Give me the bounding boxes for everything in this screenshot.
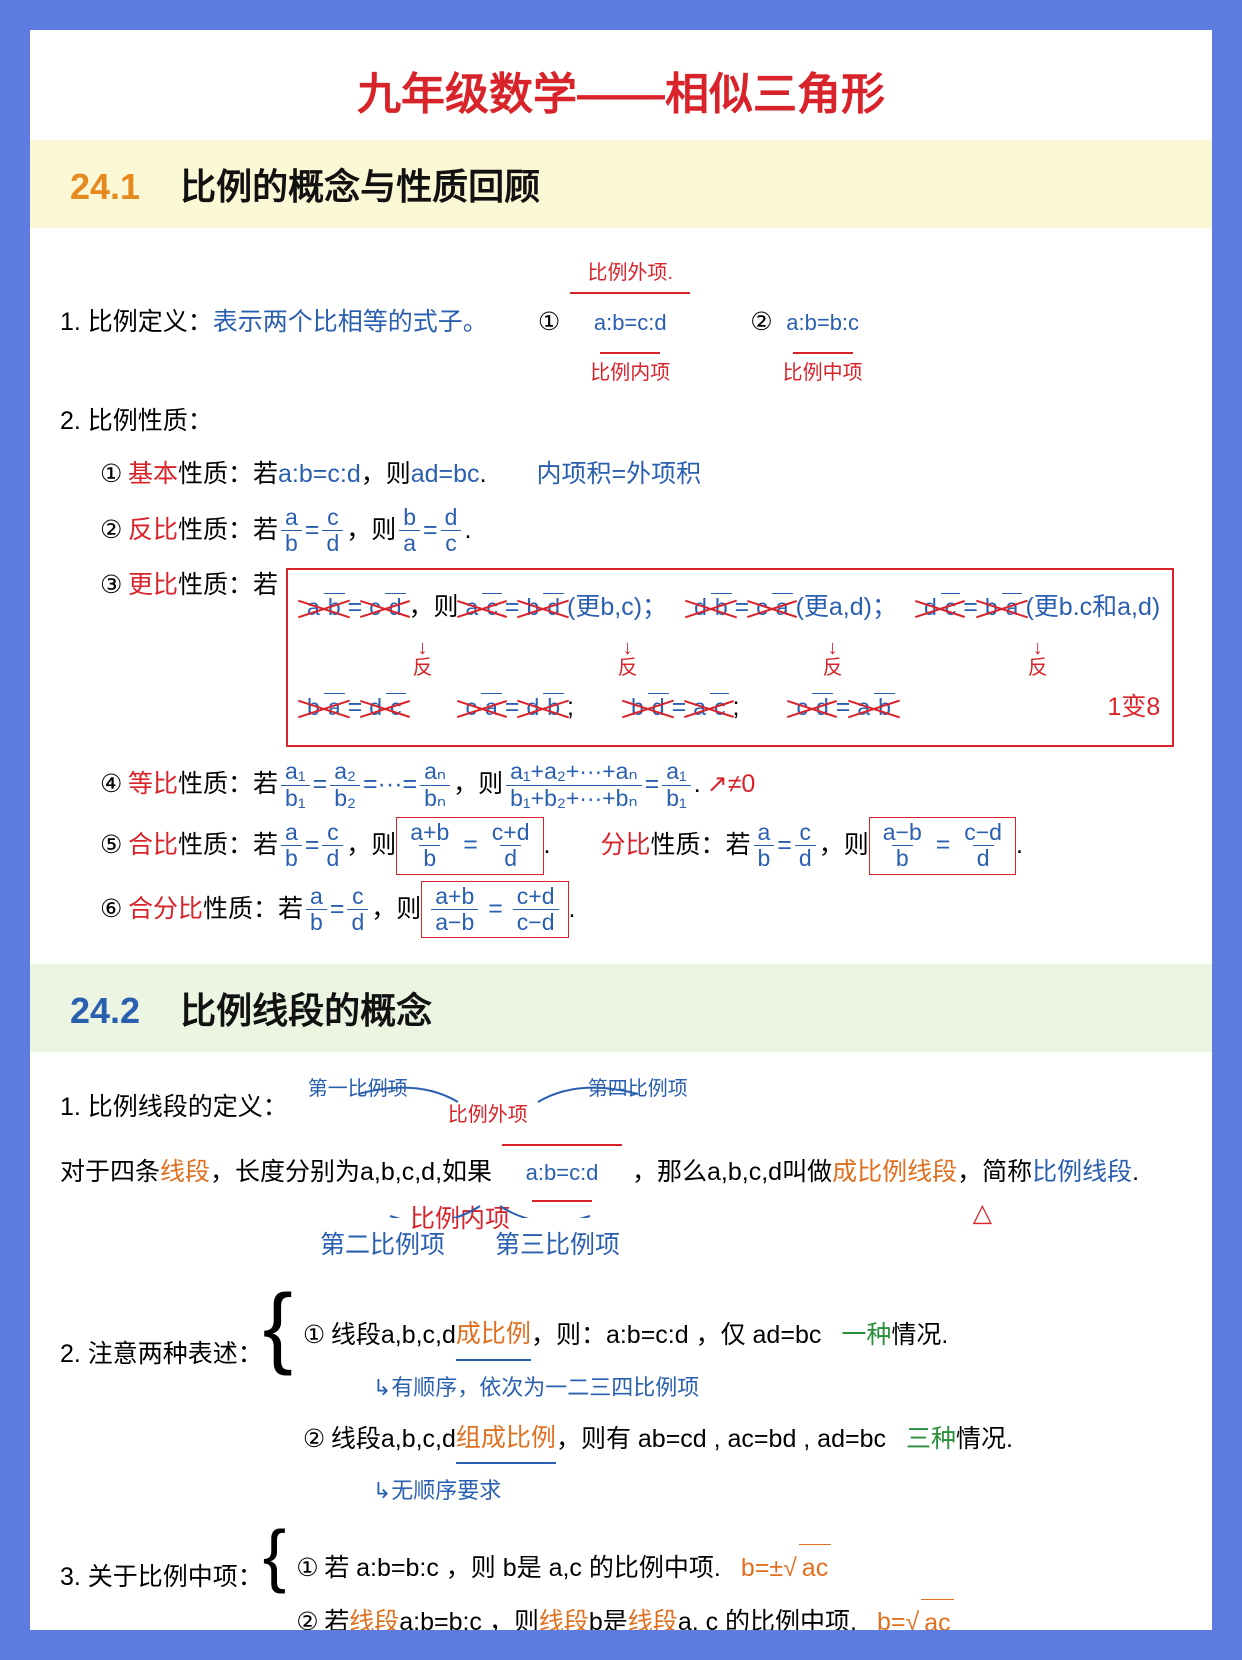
mean-proportional: 3. 关于比例中项： { ① 若 a:b=b:c ，则 b是 a,c 的比例中项… [60,1538,1182,1630]
prop-equal: ④ 等比 性质：若 a₁b₁ = a₂b₂ =···= aₙbₙ ，则 a₁+a… [60,759,1182,811]
brace-icon: { [263,1305,293,1350]
definition-row: 1. 比例定义： 表示两个比相等的式子。 ① 比例外项. a:b=c:d 比例内… [60,254,1182,392]
one-to-eight: 1变8 [1107,684,1160,732]
section-title: 比例的概念与性质回顾 [180,166,540,207]
two-expressions: 2. 注意两种表述： { ① 线段a,b,c,d 成比例 ，则：a:b=c:d … [60,1305,1182,1518]
alternate-box: ab = cd ，则 ac = bd (更b,c)； db = ca (更a,d… [286,568,1174,747]
section-number: 24.1 [70,166,140,207]
inner-term-label: 比例内项 [590,354,670,392]
brace-icon: { [263,1538,286,1573]
prop-alternate-lead: ③ 更比 性质：若 ab = cd ，则 ac = bd (更b,c)； db … [60,562,1182,753]
def-text: 表示两个比相等的式子。 [213,299,488,347]
section-header-24-1: 24.1 比例的概念与性质回顾 [30,140,1212,228]
eq1-annotated: 比例外项. a:b=c:d 比例内项 [570,254,690,392]
prop-basic: ① 基本 性质：若 a:b=c:d ，则 ad=bc . 内项积=外项积 [60,451,1182,499]
page-title: 九年级数学——相似三角形 [30,30,1212,140]
def-lead: 1. 比例定义： [60,299,213,347]
outer-term-label: 比例外项. [587,254,673,292]
section-24-2-content: 1. 比例线段的定义： 第一比例项 第四比例项 比例外项 对于四条 线段 ，长度… [30,1052,1212,1630]
mid-term-label: 比例中项 [783,354,863,392]
eq2-annotated: a:b=b:c 比例中项 [783,254,863,392]
prop-sumdiff: ⑥ 合分比 性质：若 ab = cd ，则 a+ba−b = c+dc−d . [60,881,1182,939]
seg-def-corner-labels: 第二比例项 第三比例项 [60,1222,1182,1270]
section-number: 24.2 [70,990,140,1031]
note-page: 九年级数学——相似三角形 24.1 比例的概念与性质回顾 1. 比例定义： 表示… [30,30,1212,1630]
nonzero-note: ≠0 [728,761,756,809]
section-title: 比例线段的概念 [180,990,432,1031]
eq1-label: ① [538,299,560,347]
section-24-1-content: 1. 比例定义： 表示两个比相等的式子。 ① 比例外项. a:b=c:d 比例内… [30,228,1212,964]
seg-def-row: 1. 比例线段的定义： 第一比例项 第四比例项 比例外项 [60,1078,1182,1138]
eq1: a:b=c:d [594,300,667,346]
inner-outer-product: 内项积=外项积 [537,451,702,499]
prop-sum-diff: ⑤ 合比 性质：若 ab = cd ，则 a+bb = c+dd . 分比 性质… [60,817,1182,875]
diagram-arrows-icon [288,1086,708,1126]
section-header-24-2: 24.2 比例线段的概念 [30,964,1212,1052]
eq2-label: ② [750,299,772,347]
eq2: a:b=b:c [786,300,859,346]
diagram-bottom-arrows-icon [340,1188,640,1218]
prop-inverse: ② 反比 性质：若 ab = cd ，则 ba = dc . [60,505,1182,557]
proportion-diagram: 第一比例项 第四比例项 比例外项 [288,1078,708,1138]
properties-lead: 2. 比例性质： [60,398,1182,446]
